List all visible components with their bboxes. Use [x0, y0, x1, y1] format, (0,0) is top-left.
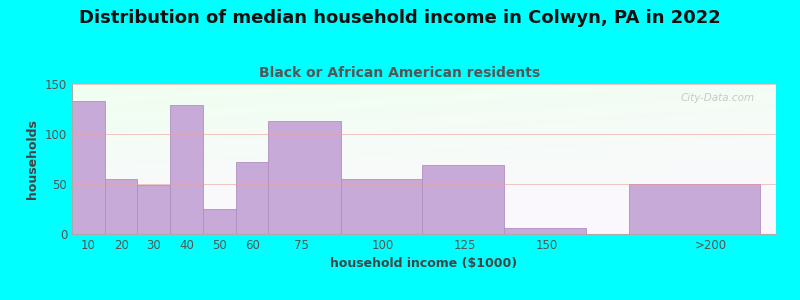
Bar [105, 179, 138, 234]
Y-axis label: households: households [26, 119, 39, 199]
Text: City-Data.com: City-Data.com [681, 93, 755, 103]
X-axis label: household income ($1000): household income ($1000) [330, 257, 518, 270]
Bar [504, 228, 586, 234]
Bar [236, 162, 269, 234]
Bar [629, 184, 760, 234]
Bar [269, 121, 341, 234]
Bar [203, 209, 236, 234]
Text: Distribution of median household income in Colwyn, PA in 2022: Distribution of median household income … [79, 9, 721, 27]
Bar [72, 101, 105, 234]
Text: Black or African American residents: Black or African American residents [259, 66, 541, 80]
Bar [341, 179, 422, 234]
Bar [170, 105, 203, 234]
Bar [422, 165, 504, 234]
Bar [138, 185, 170, 234]
